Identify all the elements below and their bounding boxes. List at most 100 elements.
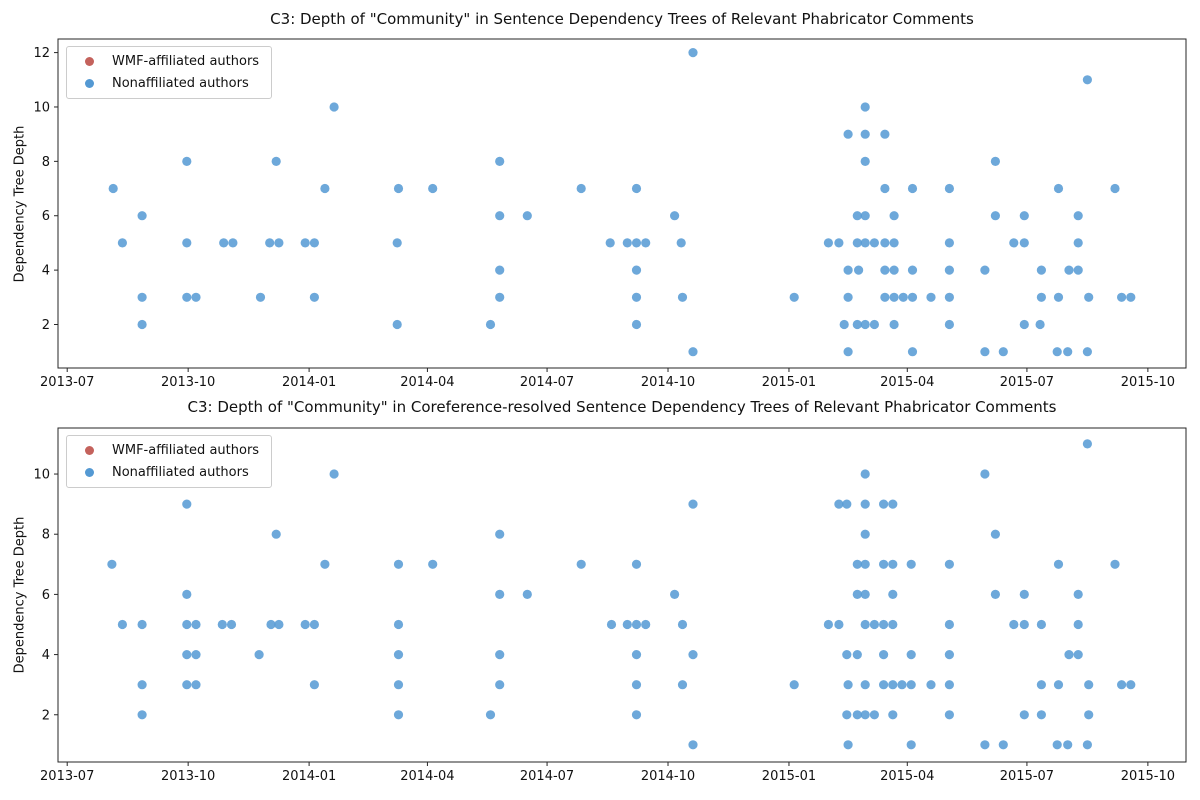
data-point — [1052, 347, 1062, 357]
y-tick-label: 6 — [42, 588, 50, 603]
data-point — [852, 238, 862, 248]
data-point — [271, 156, 281, 166]
data-point — [137, 211, 147, 221]
data-point — [1019, 238, 1029, 248]
data-point — [980, 740, 990, 750]
data-point — [631, 710, 642, 720]
legend-label: WMF-affiliated authors — [112, 443, 260, 458]
data-point — [393, 680, 404, 690]
data-point — [843, 680, 853, 690]
data-point — [392, 238, 402, 248]
data-point — [182, 619, 192, 630]
x-tick-label: 2015-01 — [762, 769, 816, 784]
data-point — [843, 740, 853, 750]
x-tick-label: 2013-07 — [40, 769, 94, 784]
axes-frame — [57, 427, 1187, 763]
x-tick-label: 2015-10 — [1121, 769, 1175, 784]
data-point — [906, 680, 916, 690]
data-point — [428, 559, 438, 569]
data-point — [889, 211, 899, 221]
data-point — [1117, 292, 1127, 302]
data-point — [255, 292, 266, 302]
data-point — [108, 183, 118, 194]
data-point — [990, 211, 1001, 221]
data-point — [860, 589, 870, 599]
data-point — [688, 347, 698, 357]
x-tick-label: 2014-04 — [400, 375, 454, 390]
data-point — [676, 238, 686, 248]
data-point — [606, 619, 617, 630]
x-tick-label: 2015-01 — [762, 375, 816, 390]
data-point — [182, 499, 192, 509]
data-point — [907, 292, 918, 302]
data-point — [495, 292, 505, 302]
y-tick-label: 6 — [42, 209, 50, 224]
data-point — [137, 619, 147, 630]
data-point — [843, 129, 853, 139]
data-point — [880, 183, 890, 194]
x-tick-label: 2014-07 — [520, 769, 574, 784]
data-point — [1052, 740, 1062, 750]
nonaffiliated-dot-icon — [85, 79, 94, 88]
data-point — [309, 238, 319, 248]
data-point — [1073, 650, 1083, 660]
data-point — [329, 469, 339, 479]
plot-area: 2013-07 2013-10 2014-01 2014-04 2014-07 2014-… — [33, 38, 1187, 390]
data-point — [860, 211, 870, 221]
data-point — [1082, 439, 1092, 449]
x-tick-label: 2015-10 — [1121, 375, 1175, 390]
data-point — [631, 183, 642, 194]
y-tick-label: 8 — [42, 155, 50, 170]
data-point — [888, 589, 898, 599]
data-point — [852, 589, 862, 599]
data-point — [117, 238, 127, 248]
data-point — [1084, 292, 1094, 302]
data-point — [495, 589, 505, 599]
data-point — [980, 469, 990, 479]
data-point — [1036, 292, 1046, 302]
data-point — [1053, 292, 1064, 302]
data-point — [852, 319, 862, 330]
data-point — [393, 619, 404, 630]
data-point — [182, 238, 192, 248]
data-point — [843, 292, 853, 302]
data-point — [1073, 265, 1083, 275]
legend-item-wmf: WMF-affiliated authors — [77, 54, 259, 69]
data-point — [944, 183, 955, 194]
data-point — [191, 650, 201, 660]
chart-title: C3: Depth of "Community" in Sentence Dep… — [270, 10, 974, 28]
y-tick-label: 10 — [33, 468, 50, 483]
data-point — [879, 499, 889, 509]
data-point — [274, 619, 284, 630]
x-tick-label: 2013-07 — [40, 375, 94, 390]
data-point — [852, 650, 862, 660]
legend-label: WMF-affiliated authors — [112, 54, 260, 69]
data-point — [320, 183, 330, 194]
data-point — [1063, 347, 1073, 357]
data-point — [1019, 710, 1029, 720]
data-point — [860, 710, 870, 720]
data-point — [393, 710, 404, 720]
data-point — [1126, 680, 1136, 690]
data-point — [860, 156, 870, 166]
data-point — [839, 319, 849, 330]
data-point — [677, 292, 688, 302]
data-point — [576, 183, 586, 194]
legend-item-nonaffiliated: Nonaffiliated authors — [77, 76, 259, 91]
data-point — [906, 650, 916, 660]
data-point — [393, 650, 404, 660]
data-point — [688, 740, 698, 750]
data-point — [789, 680, 799, 690]
data-point — [880, 238, 890, 248]
data-point — [852, 710, 862, 720]
x-tick-label: 2013-10 — [161, 769, 215, 784]
data-point — [1126, 292, 1136, 302]
data-point — [860, 319, 870, 330]
data-point — [182, 589, 192, 599]
data-point — [217, 619, 227, 630]
data-point — [631, 559, 642, 569]
data-point — [898, 292, 908, 302]
data-point — [888, 499, 898, 509]
data-point — [688, 650, 698, 660]
data-point — [191, 619, 201, 630]
